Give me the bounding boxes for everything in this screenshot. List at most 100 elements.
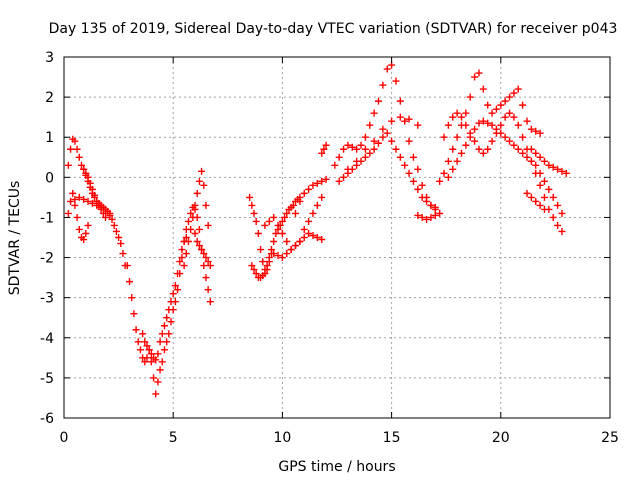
data-point [169, 290, 177, 298]
plot-frame [63, 56, 611, 419]
data-point [67, 145, 75, 153]
data-point [453, 133, 461, 141]
data-point [202, 254, 210, 262]
data-point [383, 129, 391, 137]
data-point [252, 217, 260, 225]
y-axis-label: SDTVAR / TECUs [7, 181, 23, 296]
data-point [200, 181, 208, 189]
x-tick-label: 5 [169, 430, 178, 446]
data-point [431, 203, 439, 211]
data-point [506, 93, 514, 101]
data-point [492, 125, 500, 133]
data-point [147, 350, 155, 358]
data-point [91, 191, 99, 199]
data-point [423, 197, 431, 205]
data-point [318, 177, 326, 185]
data-point [206, 298, 214, 306]
data-point [165, 306, 173, 314]
data-point [119, 250, 127, 258]
data-point [479, 117, 487, 125]
data-point [254, 229, 262, 237]
data-point [163, 338, 171, 346]
data-point [340, 173, 348, 181]
data-point [309, 209, 317, 217]
data-point [69, 189, 77, 197]
data-point [152, 390, 160, 398]
data-point [514, 85, 522, 93]
data-point [189, 213, 197, 221]
data-point [405, 137, 413, 145]
data-point [449, 165, 457, 173]
data-point [134, 338, 142, 346]
data-point [73, 145, 81, 153]
series-arc-8 [191, 229, 214, 270]
y-tick-label: -5 [40, 371, 54, 387]
data-point [71, 201, 79, 209]
data-point [84, 197, 92, 205]
data-point [554, 221, 562, 229]
data-point [106, 209, 114, 217]
data-point [335, 177, 343, 185]
data-point [479, 149, 487, 157]
data-point [265, 258, 273, 266]
grid [64, 57, 610, 418]
data-point [191, 229, 199, 237]
data-point [270, 238, 278, 246]
data-point [99, 209, 107, 217]
data-point [379, 133, 387, 141]
data-point [154, 350, 162, 358]
data-point [370, 109, 378, 117]
data-point [139, 330, 147, 338]
data-point [202, 201, 210, 209]
series-arc-19 [436, 69, 544, 185]
data-point [475, 119, 483, 127]
data-point [427, 213, 435, 221]
data-point [527, 125, 535, 133]
data-point [462, 121, 470, 129]
data-point [409, 153, 417, 161]
x-tick-label: 15 [383, 430, 401, 446]
y-tick-label: -3 [40, 291, 54, 307]
series-arc-5 [123, 203, 214, 398]
data-point [71, 195, 79, 203]
chart-title: Day 135 of 2019, Sidereal Day-to-day VTE… [49, 21, 618, 37]
data-point [510, 89, 518, 97]
data-point [501, 97, 509, 105]
data-point [392, 145, 400, 153]
data-point [418, 193, 426, 201]
data-point [340, 145, 348, 153]
data-point [67, 197, 75, 205]
series-arc-4 [71, 193, 114, 217]
data-point [123, 262, 131, 270]
data-point [305, 229, 313, 237]
data-point [532, 197, 540, 205]
data-point [414, 165, 422, 173]
data-point [283, 238, 291, 246]
data-point [519, 133, 527, 141]
series-arc-22 [527, 145, 570, 177]
data-point [554, 165, 562, 173]
data-point [440, 133, 448, 141]
data-point [449, 113, 457, 121]
data-point [80, 165, 88, 173]
data-point [519, 101, 527, 109]
data-point [536, 201, 544, 209]
data-point [471, 73, 479, 81]
data-point [274, 252, 282, 260]
data-point [471, 125, 479, 133]
data-point [436, 209, 444, 217]
data-point [160, 346, 168, 354]
data-point [348, 143, 356, 151]
data-point [444, 157, 452, 165]
data-point [300, 234, 308, 241]
data-point [75, 153, 83, 161]
data-point [202, 274, 210, 282]
data-point [296, 197, 304, 205]
data-point [366, 149, 374, 157]
data-point [75, 225, 83, 233]
x-tick-label: 0 [60, 430, 69, 446]
data-point [423, 215, 431, 223]
data-point [322, 175, 330, 183]
data-point [160, 322, 168, 330]
